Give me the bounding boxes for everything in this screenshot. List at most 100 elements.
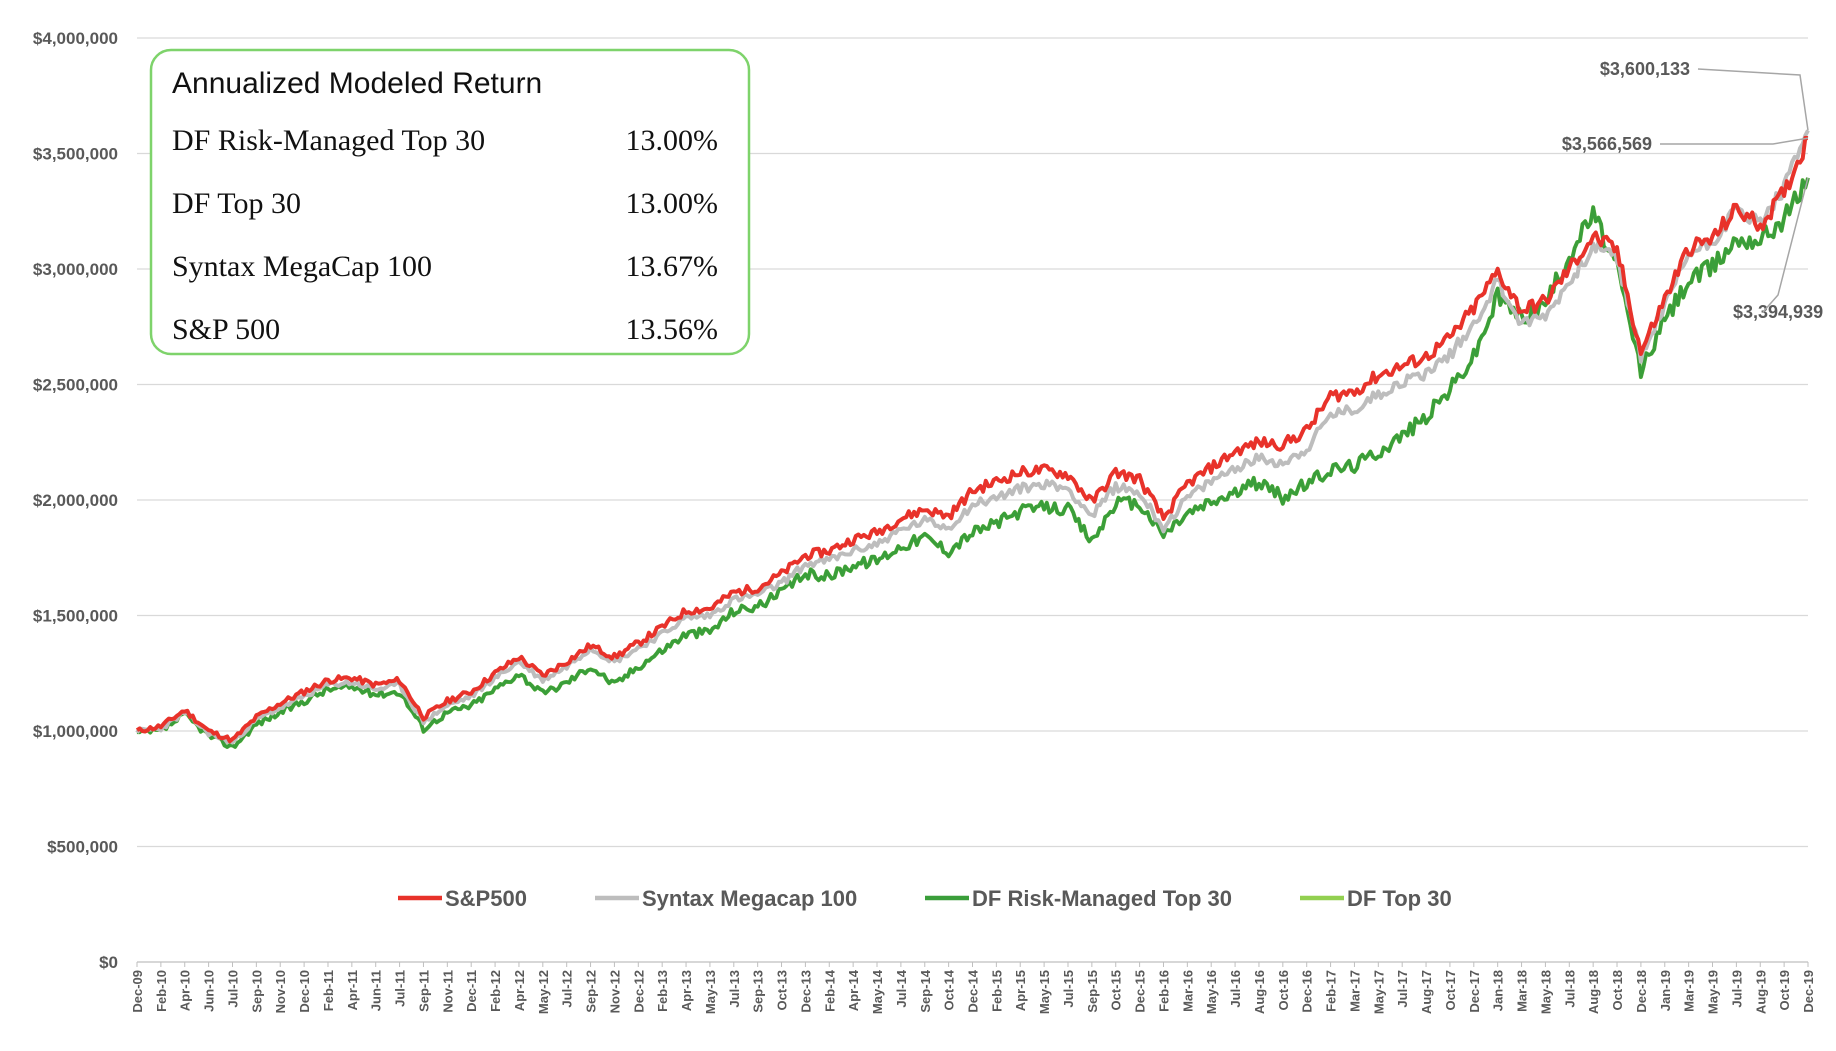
x-tick-label: Sep-12 (584, 970, 599, 1013)
x-tick-label: Jul-12 (560, 970, 575, 1008)
x-tick-label: Dec-12 (631, 970, 646, 1013)
x-tick-label: May-17 (1371, 970, 1386, 1014)
series-line (135, 135, 1809, 744)
summary-row-value: 13.56% (626, 313, 719, 346)
y-tick-label: $1,500,000 (33, 607, 118, 626)
leader-line (1762, 177, 1809, 313)
x-tick-label: Feb-17 (1324, 970, 1339, 1012)
x-tick-label: Apr-12 (512, 970, 527, 1011)
x-tick-label: Sep-14 (918, 969, 933, 1012)
x-tick-label: Oct-14 (942, 969, 957, 1010)
x-tick-label: Dec-18 (1634, 970, 1649, 1013)
x-tick-label: Feb-16 (1156, 970, 1171, 1012)
summary-row-name: DF Risk-Managed Top 30 (172, 124, 485, 157)
y-tick-label: $2,000,000 (33, 491, 118, 510)
x-tick-label: Feb-11 (321, 970, 336, 1011)
x-tick-label: Jun-10 (202, 970, 217, 1012)
x-tick-label: Oct-15 (1109, 970, 1124, 1010)
y-tick-label: $2,500,000 (33, 376, 118, 395)
x-tick-label: Dec-09 (130, 970, 145, 1013)
x-tick-label: Jun-11 (369, 970, 384, 1011)
y-tick-label: $1,000,000 (33, 722, 118, 741)
x-tick-label: Jul-19 (1729, 970, 1744, 1008)
x-tick-label: Oct-18 (1610, 970, 1625, 1010)
x-tick-label: Dec-10 (297, 970, 312, 1013)
x-tick-label: Jul-16 (1228, 970, 1243, 1008)
x-tick-label: May-15 (1037, 970, 1052, 1014)
x-tick-label: Jul-10 (225, 970, 240, 1008)
legend-label: S&P500 (445, 886, 527, 911)
x-tick-label: May-19 (1706, 970, 1721, 1014)
x-tick-label: May-12 (536, 970, 551, 1014)
x-tick-label: Oct-17 (1443, 970, 1458, 1010)
summary-row-value: 13.00% (626, 187, 719, 220)
x-tick-label: Apr-13 (679, 970, 694, 1011)
legend-label: Syntax Megacap 100 (642, 886, 857, 911)
x-tick-label: Feb-15 (989, 970, 1004, 1012)
summary-box-border (149, 48, 751, 356)
x-tick-label: Apr-15 (1013, 970, 1028, 1011)
x-tick-label: Feb-12 (488, 970, 503, 1012)
summary-row-value: 13.00% (626, 124, 719, 157)
x-tick-label: Mar-18 (1515, 970, 1530, 1012)
series-line (135, 129, 1810, 745)
x-tick-label: Nov-12 (607, 970, 622, 1013)
x-tick-label: Jul-13 (727, 970, 742, 1008)
x-tick-label: Mar-16 (1180, 970, 1195, 1012)
summary-row-name: DF Top 30 (172, 187, 301, 220)
x-tick-label: Oct-16 (1276, 970, 1291, 1010)
x-tick-label: Mar-17 (1347, 970, 1362, 1012)
x-tick-label: Jul-15 (1061, 970, 1076, 1008)
x-tick-label: Dec-19 (1801, 970, 1816, 1013)
x-tick-label: Dec-15 (1133, 970, 1148, 1013)
x-tick-label: Dec-11 (464, 970, 479, 1012)
x-tick-label: Oct-19 (1777, 970, 1792, 1010)
end-value-label: $3,566,569 (1562, 134, 1652, 154)
y-tick-label: $500,000 (47, 838, 118, 857)
summary-box-title: Annualized Modeled Return (172, 67, 542, 100)
y-axis: $4,000,000 $3,500,000 $3,000,000 $2,500,000… (33, 29, 118, 972)
x-tick-label: Aug-16 (1252, 970, 1267, 1014)
end-value-label: $3,600,133 (1600, 59, 1690, 79)
end-labels: $3,600,133 $3,566,569 $3,394,939 (1562, 59, 1823, 322)
x-tick-label: Jul-14 (894, 969, 909, 1007)
x-tick-label: Feb-14 (822, 969, 837, 1012)
legend-label: DF Top 30 (1347, 886, 1452, 911)
x-tick-label: Jul-17 (1395, 970, 1410, 1008)
leader-line (1697, 68, 1809, 131)
x-tick-label: Mar-19 (1682, 970, 1697, 1012)
x-tick-label: Sep-15 (1085, 970, 1100, 1013)
x-tick-label: May-18 (1538, 970, 1553, 1014)
x-tick-label: Sep-13 (751, 970, 766, 1013)
x-tick-label: Feb-13 (655, 970, 670, 1012)
legend-label: DF Risk-Managed Top 30 (972, 886, 1232, 911)
x-tick-label: Sep-11 (416, 970, 431, 1012)
summary-row-value: 13.67% (626, 250, 719, 283)
x-tick-label: Jul-18 (1562, 970, 1577, 1008)
x-tick-label: Dec-13 (798, 970, 813, 1013)
plot-area (135, 129, 1810, 749)
x-tick-label: Nov-11 (440, 970, 455, 1013)
y-tick-label: $3,000,000 (33, 260, 118, 279)
x-tick-label: Jan-18 (1491, 970, 1506, 1011)
x-tick-label: Jul-11 (393, 970, 408, 1007)
x-tick-label: Nov-10 (273, 970, 288, 1013)
x-tick-label: Dec-17 (1467, 970, 1482, 1013)
x-tick-label: Dec-16 (1300, 970, 1315, 1013)
leader-line (1660, 137, 1809, 145)
x-tick-label: Dec-14 (966, 969, 981, 1012)
y-tick-label: $4,000,000 (33, 29, 118, 48)
x-tick-label: Aug-17 (1419, 970, 1434, 1014)
y-tick-label: $0 (99, 953, 118, 972)
summary-row-name: S&P 500 (172, 313, 280, 346)
x-tick-label: Aug-18 (1586, 970, 1601, 1014)
x-tick-label: Jan-19 (1658, 970, 1673, 1011)
x-tick-label: Aug-19 (1753, 970, 1768, 1014)
x-tick-label: May-14 (870, 969, 885, 1014)
x-tick-label: Apr-11 (345, 970, 360, 1010)
legend: S&P500 Syntax Megacap 100 DF Risk-Managed … (398, 886, 1452, 911)
x-tick-label: Oct-13 (775, 970, 790, 1010)
x-tick-label: Feb-10 (154, 970, 169, 1012)
x-tick-label: May-13 (703, 970, 718, 1014)
